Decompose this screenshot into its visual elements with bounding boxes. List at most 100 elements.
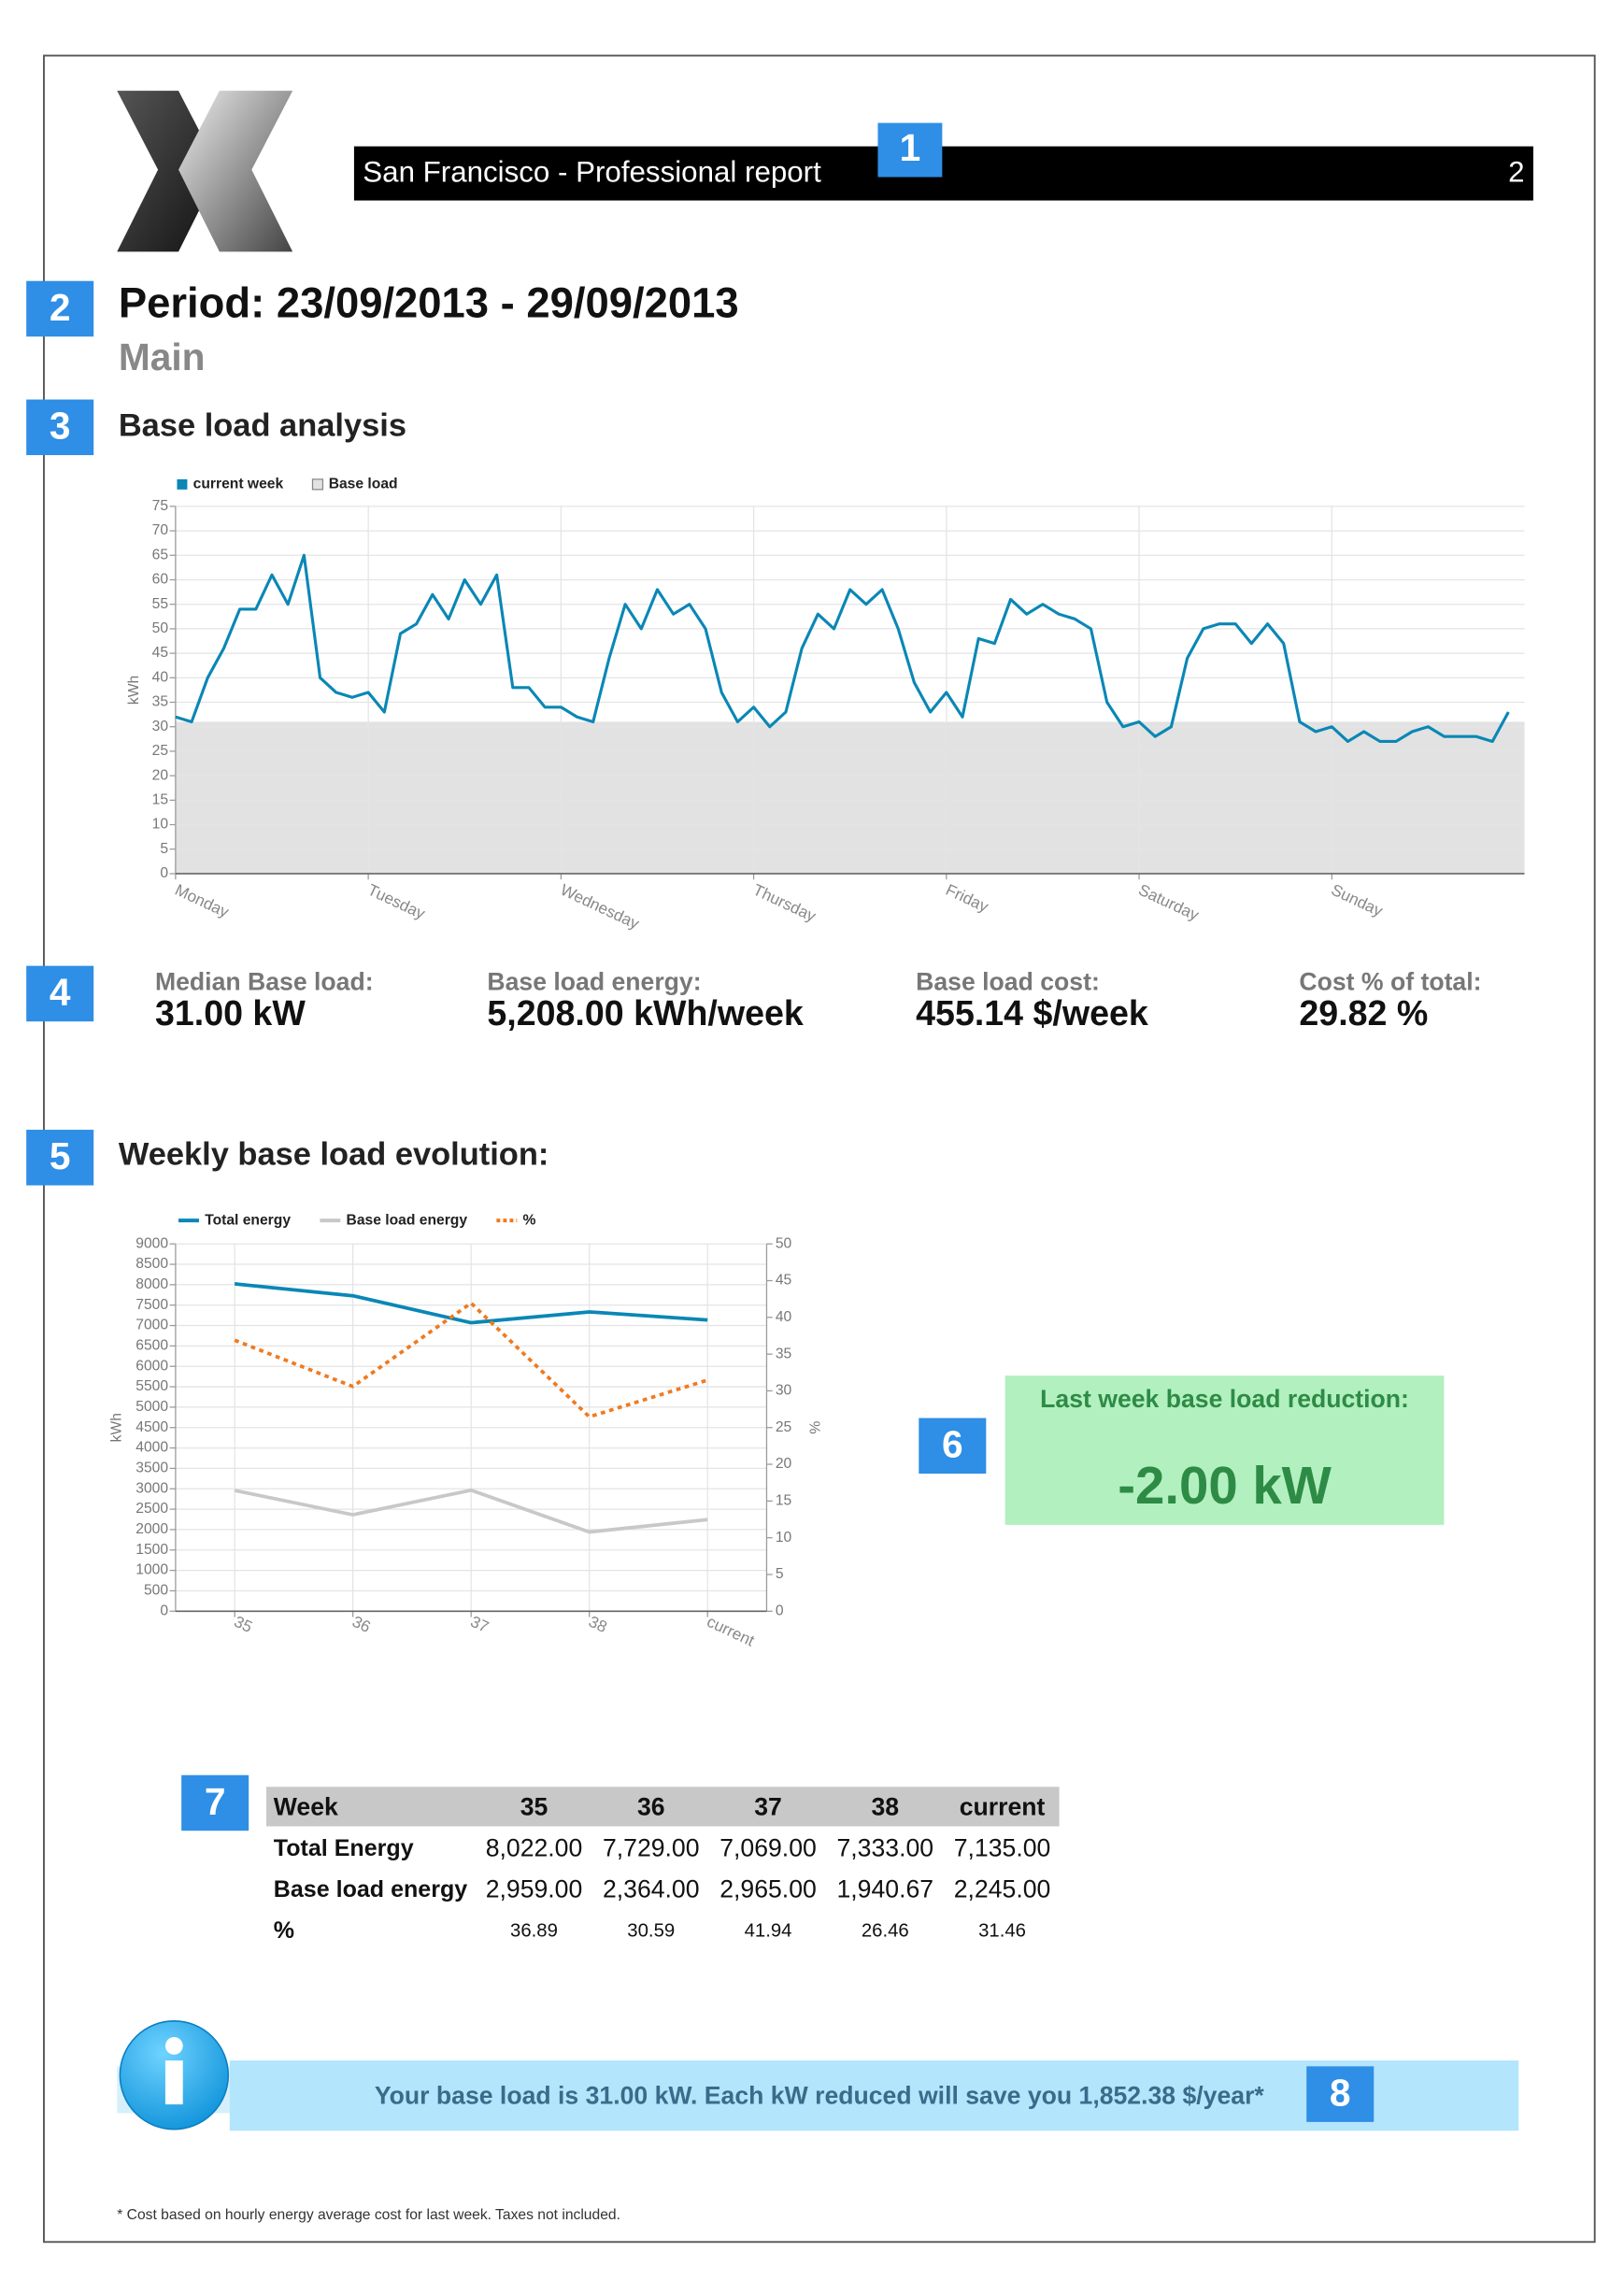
base-load-area — [175, 721, 1525, 874]
period: Period: 23/09/2013 - 29/09/2013 — [119, 278, 739, 326]
table-cell: 2,364.00 — [603, 1874, 700, 1902]
y-tick-label: 10 — [152, 817, 169, 833]
y-tick-label: 9000 — [135, 1235, 168, 1251]
badge: 5 — [26, 1130, 94, 1186]
stat-value: 455.14 $/week — [916, 993, 1148, 1033]
footnote: * Cost based on hourly energy average co… — [117, 2207, 620, 2223]
table-cell: 7,729.00 — [603, 1834, 700, 1862]
series-line — [234, 1301, 708, 1419]
subtitle: Main — [119, 335, 206, 378]
header-bar — [353, 146, 1533, 201]
stat-value: 5,208.00 kWh/week — [487, 993, 803, 1033]
y-tick-label: 5000 — [135, 1399, 168, 1415]
table-header-cell: 36 — [637, 1793, 665, 1821]
legend-label: Total energy — [205, 1212, 291, 1228]
page-border — [43, 54, 1596, 2244]
table-cell: 8,022.00 — [486, 1834, 583, 1862]
y-tick-label: 35 — [152, 694, 169, 710]
table-cell: % — [274, 1917, 294, 1944]
y2-tick-label: 15 — [776, 1492, 792, 1508]
y-tick-label: 8500 — [135, 1256, 168, 1272]
y2-tick-label: 50 — [776, 1235, 792, 1251]
table-cell: Total Energy — [274, 1835, 414, 1861]
table-cell: 31.46 — [978, 1921, 1026, 1942]
y-tick-label: 55 — [152, 596, 169, 612]
y-tick-label: 70 — [152, 522, 169, 538]
y-tick-label: 3000 — [135, 1480, 168, 1496]
page-number: 2 — [1508, 156, 1524, 189]
badge: 3 — [26, 399, 94, 456]
stat-label: Median Base load: — [155, 967, 374, 995]
chart: 0500100015002000250030003500400045005000… — [108, 1212, 821, 1649]
y2-tick-label: 35 — [776, 1346, 792, 1361]
table-cell: 30.59 — [627, 1921, 675, 1942]
info-bar — [229, 2060, 1519, 2131]
y-tick-label: 1000 — [135, 1562, 168, 1578]
table-cell: 2,965.00 — [719, 1874, 817, 1902]
y2-tick-label: 25 — [776, 1419, 792, 1435]
badge-number: 2 — [50, 286, 71, 329]
table-header-cell: Week — [274, 1793, 338, 1821]
y-tick-label: 1500 — [135, 1542, 168, 1558]
y-tick-label: 7500 — [135, 1297, 168, 1313]
header-title: San Francisco - Professional report — [363, 156, 821, 189]
y-tick-label: 45 — [152, 645, 169, 661]
badge-number: 8 — [1330, 2071, 1351, 2114]
stat-label: Base load energy: — [487, 967, 701, 995]
y-tick-label: 50 — [152, 620, 169, 636]
y-tick-label: 25 — [152, 743, 169, 759]
y-axis-label: kWh — [126, 676, 142, 705]
badge-number: 4 — [50, 971, 71, 1014]
info-icon — [119, 2020, 230, 2130]
y2-tick-label: 5 — [776, 1566, 784, 1582]
table-cell: 7,135.00 — [954, 1834, 1051, 1862]
reduction-value: -2.00 kW — [1118, 1456, 1332, 1515]
y2-tick-label: 0 — [776, 1603, 784, 1618]
legend-swatch — [177, 478, 188, 490]
y-tick-label: 3500 — [135, 1461, 168, 1476]
series-line — [234, 1488, 708, 1534]
badge: 1 — [877, 122, 943, 178]
y2-tick-label: 40 — [776, 1309, 792, 1325]
badge: 6 — [919, 1418, 987, 1475]
y-axis-label: kWh — [108, 1413, 124, 1442]
badge-number: 7 — [205, 1780, 226, 1823]
table-cell: 41.94 — [745, 1921, 792, 1942]
table: Week 35 36 37 38 current Total Energy 8,022.00 7… — [274, 1793, 1051, 1944]
reduction-title: Last week base load reduction: — [1040, 1385, 1409, 1413]
table-cell: 7,333.00 — [836, 1834, 933, 1862]
table-cell: 2,959.00 — [486, 1874, 583, 1902]
badge: 4 — [26, 965, 94, 1022]
stat-label: Cost % of total: — [1299, 967, 1481, 995]
y-tick-label: 6000 — [135, 1358, 168, 1374]
badge-number: 1 — [900, 126, 921, 169]
badge: 2 — [26, 280, 94, 337]
table-header-cell: 38 — [871, 1793, 899, 1821]
reduction-box — [1004, 1375, 1445, 1525]
y-tick-label: 75 — [152, 498, 169, 514]
series-line — [234, 1282, 708, 1325]
y-tick-label: 500 — [144, 1583, 168, 1599]
y-tick-label: 5500 — [135, 1378, 168, 1394]
legend-label: Base load energy — [347, 1212, 468, 1228]
y-tick-label: 15 — [152, 791, 169, 807]
section-title: Base load analysis — [119, 407, 406, 443]
y-tick-label: 8000 — [135, 1276, 168, 1292]
y2-tick-label: 20 — [776, 1456, 792, 1472]
table-header-cell: 35 — [520, 1793, 548, 1821]
y2-tick-label: 45 — [776, 1273, 792, 1289]
y2-axis-label: % — [805, 1421, 821, 1434]
y-tick-label: 2000 — [135, 1521, 168, 1537]
legend-label: Base load — [329, 477, 398, 492]
badge-number: 6 — [942, 1423, 963, 1466]
table-header-cell: current — [960, 1793, 1046, 1821]
y-tick-label: 6500 — [135, 1338, 168, 1354]
stat-value: 31.00 kW — [155, 993, 306, 1033]
y-tick-label: 20 — [152, 767, 169, 783]
y-tick-label: 4500 — [135, 1419, 168, 1435]
badge: 8 — [1306, 2066, 1375, 2122]
y-tick-label: 30 — [152, 719, 169, 734]
